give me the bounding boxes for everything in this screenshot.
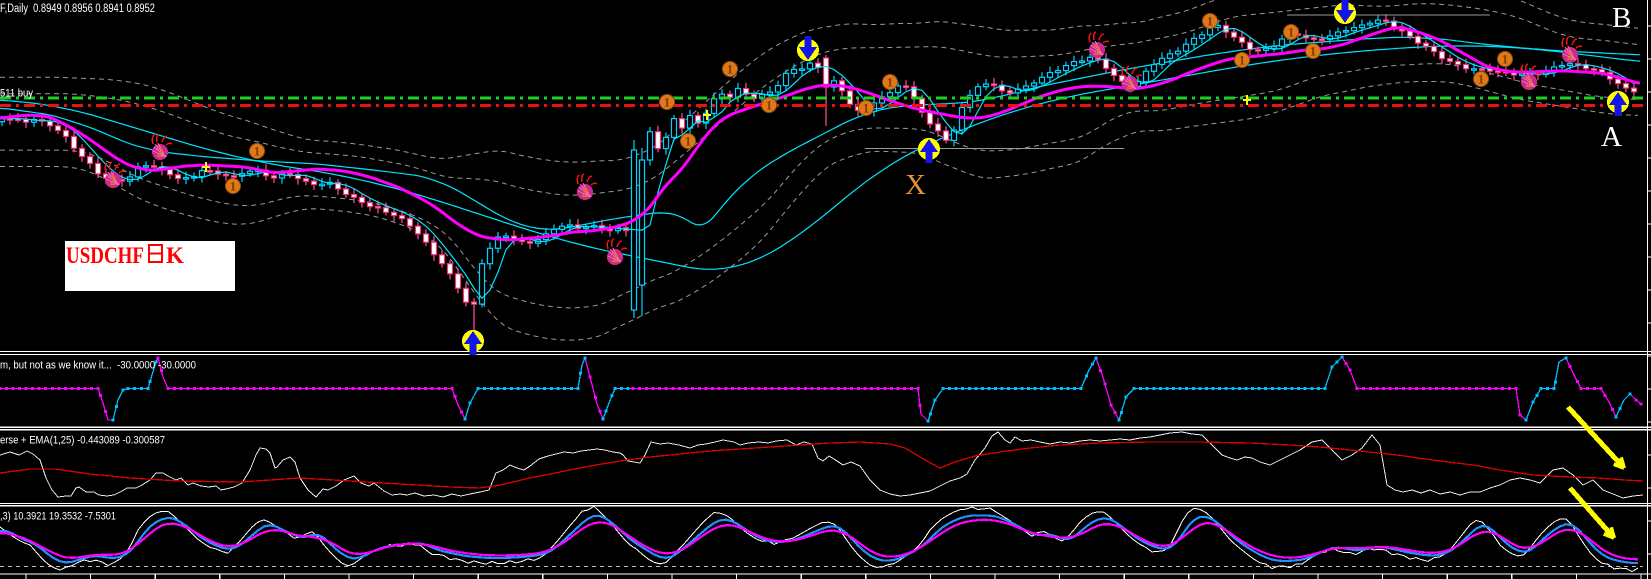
svg-text:2: 2: [1567, 49, 1574, 64]
svg-text:,3) 10.3921 19.3532 -7.5301: ,3) 10.3921 19.3532 -7.5301: [0, 511, 116, 523]
svg-text:1: 1: [1478, 72, 1485, 87]
svg-text:2: 2: [1127, 78, 1134, 93]
svg-text:511 buy: 511 buy: [0, 88, 33, 100]
svg-text:1: 1: [254, 144, 261, 159]
svg-text:B: B: [1612, 2, 1631, 34]
svg-text:m, but not as we know it... -: m, but not as we know it... -30.0000 -30…: [0, 360, 196, 372]
svg-text:USDCHF: USDCHF: [66, 243, 144, 268]
svg-text:1: 1: [1288, 25, 1295, 40]
svg-text:2: 2: [582, 186, 589, 201]
svg-text:1: 1: [887, 75, 894, 90]
svg-text:1: 1: [1502, 52, 1509, 67]
svg-text:1: 1: [685, 134, 692, 149]
svg-text:2: 2: [1094, 44, 1101, 59]
svg-text:1: 1: [1239, 53, 1246, 68]
svg-text:erse + EMA(1,25) -0.443089 -0.: erse + EMA(1,25) -0.443089 -0.300587: [0, 435, 165, 447]
svg-text:X: X: [905, 169, 926, 201]
svg-text:K: K: [166, 243, 184, 268]
svg-text:2: 2: [157, 146, 164, 161]
svg-text:A: A: [1601, 121, 1622, 153]
svg-text:1: 1: [1207, 14, 1214, 29]
svg-text:F,Daily 0.8949 0.8956 0.8941: F,Daily 0.8949 0.8956 0.8941 0.8952: [0, 3, 155, 15]
svg-text:1: 1: [230, 179, 237, 194]
svg-text:2: 2: [1526, 76, 1533, 91]
svg-text:1: 1: [766, 98, 773, 113]
svg-text:1: 1: [863, 101, 870, 116]
svg-text:1: 1: [1310, 44, 1317, 59]
svg-text:2: 2: [110, 174, 117, 189]
svg-text:2: 2: [612, 251, 619, 266]
svg-text:1: 1: [727, 62, 734, 77]
svg-text:1: 1: [664, 95, 671, 110]
